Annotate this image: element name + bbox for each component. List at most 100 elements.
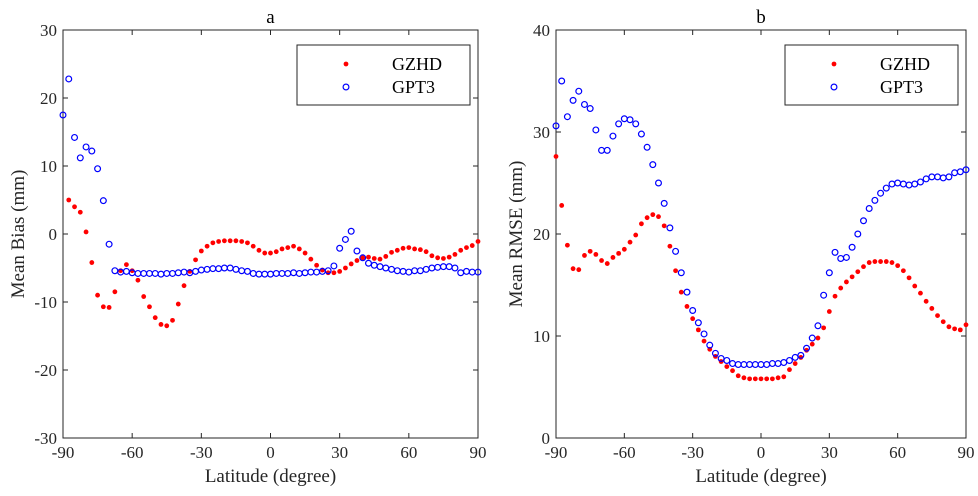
panel-a-point-gpt3 — [255, 270, 263, 278]
panel-b-point-gpt3 — [575, 87, 583, 95]
panel-a-point-gzhd — [204, 243, 210, 249]
panel-b-point-gpt3 — [763, 361, 771, 369]
panel-a-point-gpt3 — [226, 264, 234, 272]
panel-a-point-gpt3 — [105, 240, 113, 248]
panel-a-point-gzhd — [106, 305, 112, 310]
panel-a-point-gpt3 — [411, 267, 419, 275]
panel-b-point-gpt3 — [768, 360, 776, 368]
panel-a-point-gpt3 — [468, 268, 476, 276]
panel-b-point-gpt3 — [791, 353, 799, 361]
panel-b-point-gzhd — [900, 268, 906, 274]
panel-b-point-gzhd — [639, 221, 644, 227]
panel-b-point-gpt3 — [672, 247, 680, 255]
panel-a-point-gpt3 — [220, 264, 228, 272]
panel-b-point-gzhd — [673, 268, 678, 274]
panel-b-point-gpt3 — [569, 96, 577, 104]
panel-a-point-gzhd — [262, 250, 268, 256]
panel-b-point-gzhd — [929, 306, 935, 311]
panel-b-point-gpt3 — [808, 334, 816, 342]
panel-a-point-gpt3 — [192, 267, 200, 275]
panel-b-point-gzhd — [616, 250, 622, 256]
panel-a-point-gpt3 — [341, 235, 349, 243]
panel-b-ytick-label: 20 — [533, 225, 550, 244]
panel-b-point-gzhd — [769, 376, 775, 382]
panel-b-point-gzhd — [730, 368, 735, 374]
panel-b-point-gzhd — [735, 373, 741, 379]
panel-b-point-gpt3 — [580, 100, 588, 108]
panel-b-point-gpt3 — [746, 361, 754, 369]
panel-b-point-gzhd — [940, 319, 946, 325]
panel-a-point-gzhd — [343, 265, 348, 271]
panel-a-point-gzhd — [66, 197, 72, 203]
panel-a-xtick-label: -30 — [190, 443, 213, 462]
panel-a-xtick-label: 30 — [331, 443, 348, 462]
panel-a-point-gpt3 — [82, 143, 90, 151]
panel-a-point-gpt3 — [151, 269, 159, 277]
panel-a-point-gpt3 — [347, 227, 355, 235]
panel-a-point-gzhd — [354, 258, 360, 263]
panel-a-point-gpt3 — [359, 254, 367, 262]
panel-a-xlabel: Latitude (degree) — [205, 466, 336, 487]
panel-a-legend-marker-gzhd — [343, 61, 349, 67]
panel-a-legend-label-gzhd: GZHD — [392, 54, 442, 74]
panel-b-ytick-label: 30 — [533, 123, 550, 142]
panel-a: -90 -60 -30 0 30 60 90 -30 -20 -10 0 10 20 30 a Latitud… — [8, 7, 487, 487]
panel-a-point-gzhd — [302, 250, 308, 256]
panel-a-xtick-label: -60 — [121, 443, 144, 462]
panel-a-point-gpt3 — [393, 267, 401, 275]
panel-b-point-gpt3 — [666, 224, 674, 232]
panel-b-xtick-label: -30 — [681, 443, 704, 462]
panel-b-point-gpt3 — [643, 143, 651, 151]
panel-a-point-gzhd — [296, 246, 302, 252]
panel-b-xtick-label: -60 — [613, 443, 636, 462]
panel-a-point-gpt3 — [474, 268, 482, 276]
panel-b-point-gzhd — [906, 275, 912, 281]
panel-a-point-gpt3 — [261, 270, 269, 278]
panel-a-point-gzhd — [95, 292, 100, 298]
panel-a-point-gpt3 — [145, 269, 153, 277]
panel-a-point-gzhd — [210, 240, 216, 246]
panel-a-point-gzhd — [331, 270, 337, 276]
panel-a-point-gzhd — [383, 254, 389, 259]
panel-b-point-gpt3 — [751, 361, 759, 369]
panel-a-point-gzhd — [233, 238, 239, 244]
panel-b-ylabel: Mean RMSE (mm) — [506, 161, 527, 308]
panel-b-point-gpt3 — [592, 126, 600, 134]
panel-a-point-gpt3 — [215, 265, 223, 273]
panel-b-point-gpt3 — [711, 349, 719, 357]
panel-a-point-gzhd — [412, 246, 417, 252]
panel-a-legend-box — [296, 44, 471, 106]
panel-b-point-gzhd — [621, 246, 627, 252]
panel-a-legend-marker-gpt3 — [342, 83, 350, 91]
panel-a-ytick-label: 0 — [49, 225, 58, 244]
panel-b-series-gpt3 — [552, 77, 970, 369]
panel-b-xtick-label: 0 — [757, 443, 766, 462]
panel-b-legend-marker-gzhd — [831, 61, 837, 67]
panel-b-xlabel: Latitude (degree) — [695, 466, 826, 487]
panel-b-point-gpt3 — [956, 168, 964, 176]
panel-b-point-gzhd — [644, 215, 650, 221]
panel-a-xtick-label: 60 — [400, 443, 417, 462]
panel-b-point-gpt3 — [598, 146, 606, 154]
panel-b-point-gzhd — [684, 304, 690, 309]
panel-a-point-gpt3 — [197, 266, 205, 274]
panel-a-point-gpt3 — [99, 197, 107, 205]
panel-a-point-gpt3 — [122, 267, 130, 275]
panel-b-point-gpt3 — [683, 288, 691, 296]
panel-a-point-gzhd — [158, 322, 164, 327]
panel-b-point-gzhd — [918, 290, 923, 296]
panel-a-point-gpt3 — [422, 265, 430, 273]
panel-a-point-gpt3 — [76, 154, 84, 162]
panel-a-point-gzhd — [83, 229, 89, 235]
panel-b-point-gpt3 — [905, 181, 913, 189]
panel-a-ytick-label: -20 — [34, 361, 57, 380]
panel-a-point-gzhd — [152, 315, 158, 321]
panel-b-point-gzhd — [627, 239, 633, 245]
panel-a-point-gpt3 — [209, 265, 217, 273]
panel-b-point-gzhd — [690, 316, 696, 322]
panel-b-point-gpt3 — [740, 361, 748, 369]
panel-b-legend-box — [784, 44, 959, 106]
panel-a-point-gpt3 — [388, 265, 396, 273]
panel-a-xtick-label: 0 — [266, 443, 275, 462]
panel-a-point-gpt3 — [238, 267, 246, 275]
